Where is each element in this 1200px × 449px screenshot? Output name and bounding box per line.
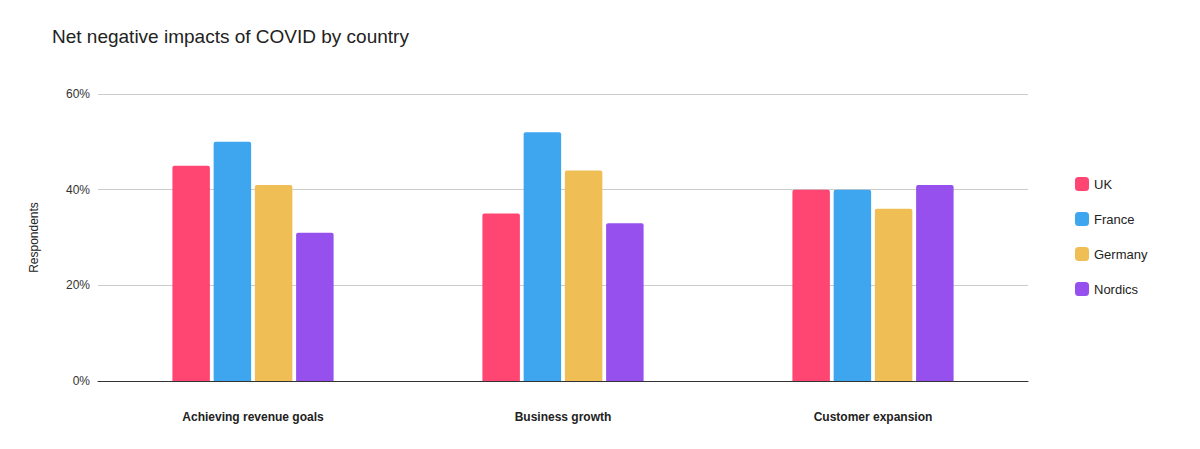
- svg-text:0%: 0%: [73, 374, 91, 388]
- svg-text:Respondents: Respondents: [27, 202, 41, 273]
- svg-text:40%: 40%: [66, 183, 90, 197]
- svg-text:Nordics: Nordics: [1094, 282, 1139, 297]
- svg-text:UK: UK: [1094, 177, 1112, 192]
- svg-text:Customer expansion: Customer expansion: [814, 410, 933, 424]
- svg-text:Germany: Germany: [1094, 247, 1148, 262]
- svg-text:Achieving revenue goals: Achieving revenue goals: [182, 410, 324, 424]
- svg-text:20%: 20%: [66, 278, 90, 292]
- svg-text:60%: 60%: [66, 87, 90, 101]
- svg-text:Business growth: Business growth: [515, 410, 612, 424]
- svg-text:France: France: [1094, 212, 1134, 227]
- svg-text:Net negative impacts of COVID: Net negative impacts of COVID by country: [52, 26, 409, 47]
